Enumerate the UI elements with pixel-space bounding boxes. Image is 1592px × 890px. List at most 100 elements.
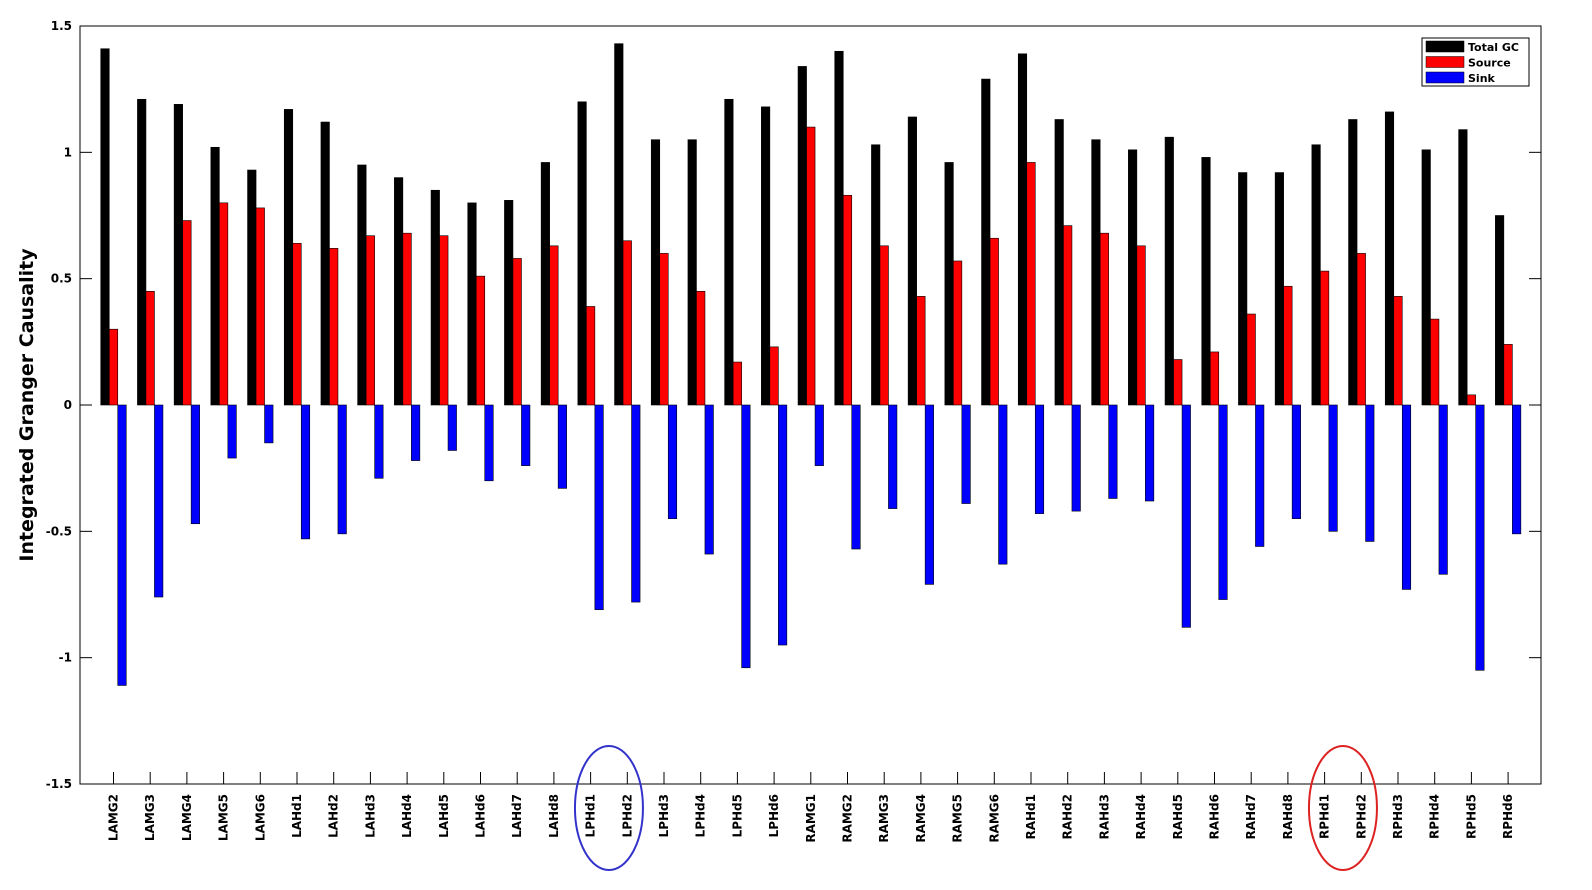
y-tick-label: 1.5 [51,19,72,33]
bar-total-gc-rphd2 [1348,119,1358,406]
annotations [573,745,1378,871]
bar-total-gc-ramg5 [944,162,954,406]
bar-total-gc-lahd2 [320,121,330,406]
bar-sink-lphd6 [778,404,788,646]
y-axis-label: Integrated Granger Causality [16,248,38,562]
bar-source-lamg3 [145,290,155,406]
bar-sink-rahd4 [1145,404,1155,502]
y-tick-label: 1 [64,145,72,159]
bar-total-gc-ramg2 [834,50,844,406]
x-tick-label: RAHd5 [1171,794,1185,840]
bar-total-gc-ramg4 [907,116,917,406]
bar-total-gc-lamg3 [137,98,147,406]
x-tick-label: LPHd4 [694,794,708,837]
x-tick-label: RAMG3 [877,794,891,843]
bars-group [100,43,1522,686]
bar-sink-rahd8 [1291,404,1301,519]
bar-source-lahd5 [439,235,449,406]
bar-total-gc-rahd3 [1091,139,1101,406]
bar-source-lamg2 [108,328,119,406]
x-tick-label: RAMG2 [841,794,855,843]
bar-sink-lahd3 [374,404,384,479]
bar-source-lahd3 [365,235,375,406]
legend-swatch [1425,56,1465,68]
y-tick-label: -1 [59,651,72,665]
bar-sink-rahd6 [1218,404,1228,600]
x-tick-label: LAHd8 [547,794,561,838]
bar-total-gc-rphd5 [1458,129,1468,406]
bar-sink-lahd8 [557,404,567,489]
bar-sink-rphd2 [1365,404,1375,542]
bar-sink-rahd7 [1255,404,1265,547]
bar-source-rphd3 [1393,296,1403,406]
bar-sink-ramg3 [888,404,898,509]
legend-swatch [1425,40,1465,53]
bar-sink-lamg3 [154,404,164,598]
x-tick-label: LAHd4 [400,794,414,838]
x-tick-label: LAMG2 [107,794,121,841]
bar-sink-lphd5 [741,404,751,669]
bar-total-gc-lphd2 [614,43,624,406]
bar-sink-lphd4 [704,404,714,555]
x-tick-label: RAHd7 [1244,794,1258,840]
bar-source-rahd4 [1136,245,1146,406]
bar-total-gc-lphd6 [761,106,771,406]
bar-sink-lamg2 [117,404,127,686]
bar-sink-lahd6 [484,404,494,482]
bar-source-lphd3 [659,253,669,406]
bar-total-gc-lahd3 [357,164,367,406]
x-tick-label: RAHd8 [1281,794,1295,840]
bar-total-gc-ramg3 [871,144,881,406]
x-tick-label: RAHd3 [1097,794,1111,840]
y-axis-ticks: -1.5 -1 -0.5 0 0.5 1 1.5 [46,19,1541,791]
bar-sink-rahd2 [1071,404,1081,512]
bar-sink-rahd5 [1181,404,1191,628]
bar-source-lahd7 [512,258,522,406]
bar-source-rphd5 [1466,394,1476,406]
x-tick-label: RAMG5 [951,794,965,843]
bar-sink-lphd2 [631,404,641,603]
x-tick-label: LAMG6 [253,794,267,841]
x-tick-label: LAHd7 [510,794,524,838]
bar-sink-lahd1 [300,404,311,540]
x-tick-label: RAMG4 [914,794,928,843]
bar-sink-rphd3 [1401,404,1412,590]
bar-sink-lahd4 [411,404,421,461]
bar-sink-ramg4 [924,404,934,585]
bar-total-gc-ramg6 [981,78,991,406]
bar-source-lamg6 [255,207,265,406]
x-tick-label: LPHd6 [767,794,781,837]
bar-source-rahd8 [1283,285,1293,406]
bar-source-lphd2 [622,240,632,406]
bar-total-gc-rphd3 [1384,111,1395,406]
bar-sink-lahd7 [521,404,531,466]
bar-sink-rahd3 [1108,404,1118,499]
highlight-ellipse [573,745,644,871]
bar-total-gc-lphd3 [650,139,661,406]
bar-total-gc-lphd1 [577,101,587,406]
bar-source-rahd1 [1026,162,1036,406]
bar-sink-lamg4 [190,404,200,525]
bar-source-ramg3 [879,245,889,406]
bar-source-rahd2 [1063,225,1073,406]
bar-source-lphd6 [769,346,779,406]
x-tick-label: LPHd3 [657,794,671,837]
bar-source-lamg4 [182,220,192,406]
x-tick-label: RAMG1 [804,794,818,843]
x-tick-label: LAHd1 [290,794,304,838]
bar-sink-lahd5 [447,404,457,451]
x-tick-label: LPHd2 [620,794,634,837]
bar-total-gc-rahd6 [1201,157,1211,406]
x-tick-label: RPHd4 [1428,794,1442,839]
bar-source-lphd4 [696,290,706,406]
bar-sink-lamg6 [264,404,274,444]
bar-sink-ramg6 [998,404,1008,565]
x-tick-label: RPHd2 [1354,794,1368,839]
bar-sink-lphd1 [594,404,604,610]
bar-source-ramg4 [916,296,926,406]
x-tick-label: LAMG3 [143,794,157,841]
legend-swatch [1425,71,1465,84]
bar-source-ramg2 [842,194,853,406]
legend-entry: Source [1468,57,1511,70]
bar-sink-ramg5 [961,404,971,504]
